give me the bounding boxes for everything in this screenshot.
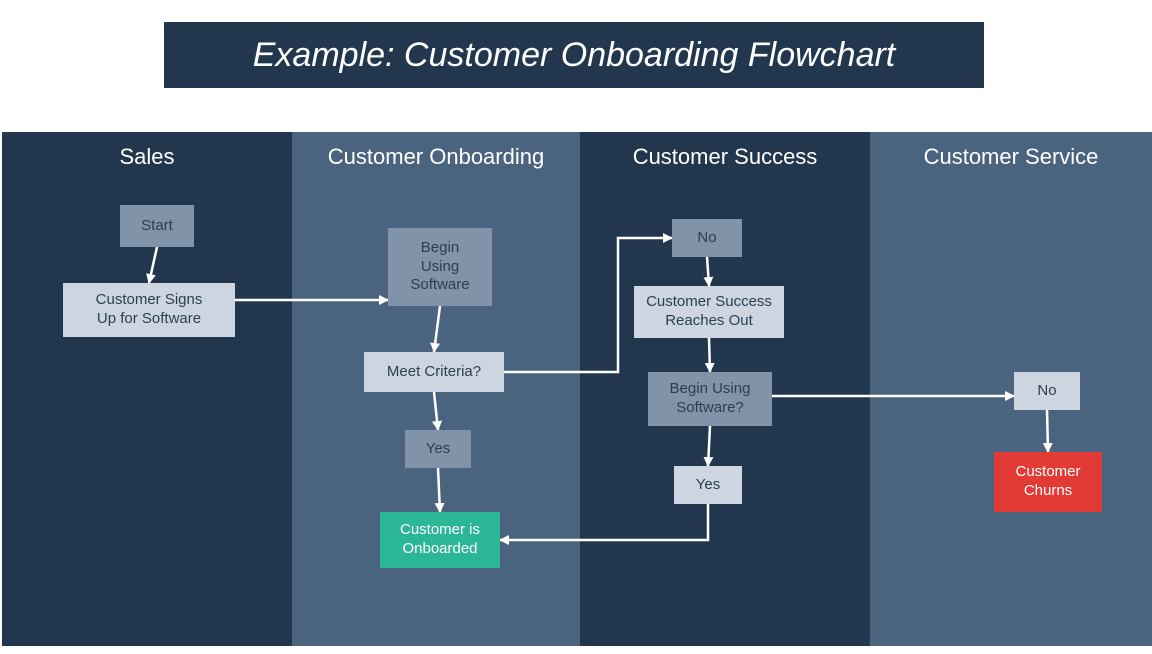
node-label: Yes <box>426 440 450 459</box>
lane-header-onboarding: Customer Onboarding <box>292 144 580 170</box>
node-label: CustomerChurns <box>1015 463 1080 501</box>
lane-header-service: Customer Service <box>870 144 1152 170</box>
lane-header-sales: Sales <box>2 144 292 170</box>
node-label: Customer SuccessReaches Out <box>646 293 772 331</box>
node-label: No <box>697 229 716 248</box>
node-no1: No <box>672 219 742 257</box>
title-text: Example: Customer Onboarding Flowchart <box>253 36 896 75</box>
node-label: Customer isOnboarded <box>400 521 480 559</box>
node-no2: No <box>1014 372 1080 410</box>
node-yes2: Yes <box>674 466 742 504</box>
node-label: No <box>1037 382 1056 401</box>
node-label: Meet Criteria? <box>387 363 481 382</box>
node-label: Customer SignsUp for Software <box>96 291 203 329</box>
node-begin_use: BeginUsingSoftware <box>388 228 492 306</box>
title-banner: Example: Customer Onboarding Flowchart <box>164 22 984 88</box>
node-label: Start <box>141 217 173 236</box>
node-label: Begin UsingSoftware? <box>670 380 751 418</box>
node-label: BeginUsingSoftware <box>410 239 469 295</box>
flowchart-canvas: Example: Customer Onboarding Flowchart S… <box>0 0 1152 654</box>
node-criteria: Meet Criteria? <box>364 352 504 392</box>
lane-header-success: Customer Success <box>580 144 870 170</box>
node-reach_out: Customer SuccessReaches Out <box>634 286 784 338</box>
node-yes1: Yes <box>405 430 471 468</box>
node-onboarded: Customer isOnboarded <box>380 512 500 568</box>
node-signup: Customer SignsUp for Software <box>63 283 235 337</box>
lane-service: Customer Service <box>870 132 1152 646</box>
node-begin_use_q: Begin UsingSoftware? <box>648 372 772 426</box>
node-start: Start <box>120 205 194 247</box>
node-label: Yes <box>696 476 720 495</box>
node-churns: CustomerChurns <box>994 452 1102 512</box>
